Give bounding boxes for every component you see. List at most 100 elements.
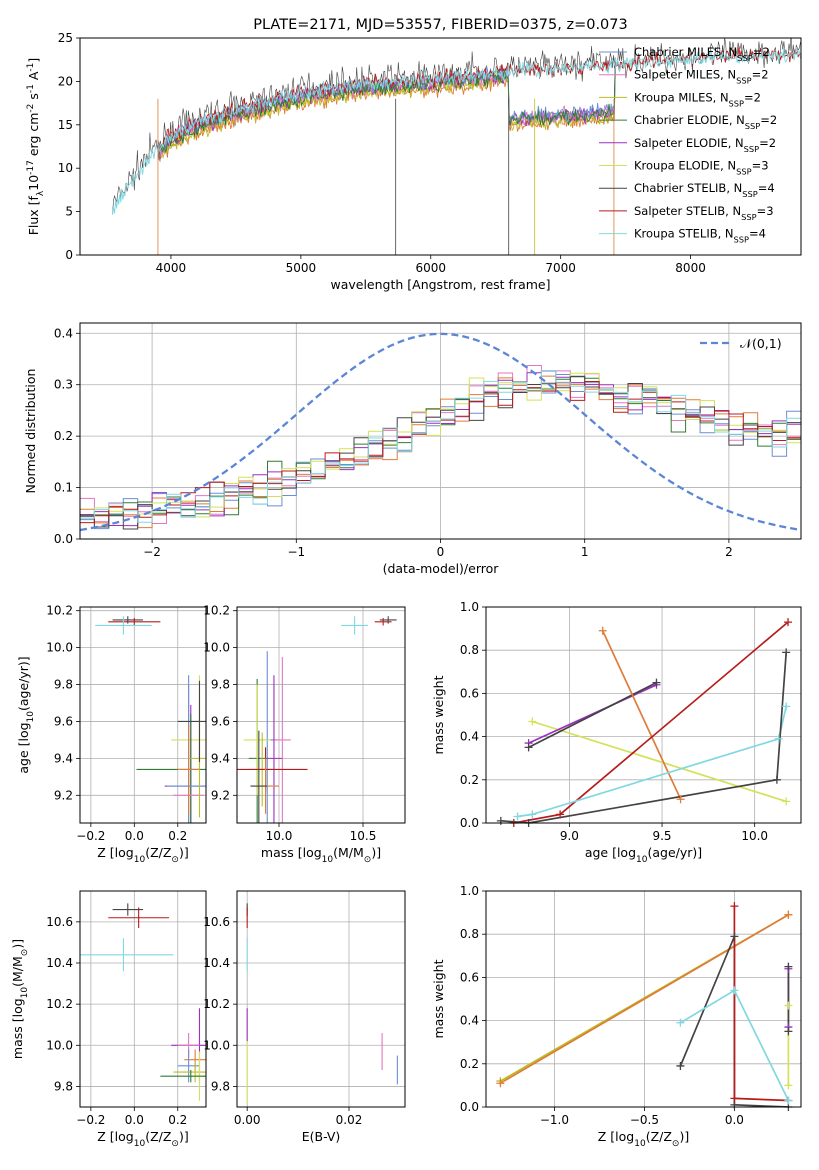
label-fragment: 0.1 bbox=[54, 481, 73, 495]
label-fragment: 10 bbox=[134, 1139, 146, 1149]
x-axis-label: wavelength [Angstrom, rest frame] bbox=[330, 277, 550, 292]
data-point-kroupa_stelib bbox=[676, 1018, 685, 1027]
y-axis-label: age [log10(age/yr)] bbox=[16, 656, 36, 773]
label-fragment: −0.2 bbox=[76, 1113, 105, 1127]
y-tick-label: 1.0 bbox=[460, 600, 479, 614]
label-fragment: Kroupa STELIB, N bbox=[634, 227, 734, 241]
label-fragment: =2 bbox=[753, 45, 770, 59]
label-fragment: E(B-V) bbox=[302, 1129, 341, 1144]
label-fragment: 1.0 bbox=[460, 600, 479, 614]
label-fragment: −0.5 bbox=[630, 1113, 659, 1127]
plot-area-0 bbox=[112, 38, 801, 255]
label-fragment: mass [log bbox=[10, 998, 25, 1059]
label-fragment: 20 bbox=[58, 74, 73, 88]
y-tick-label: 10.2 bbox=[46, 604, 73, 618]
x-tick-label: −0.5 bbox=[630, 1113, 659, 1127]
y-tick-label: 10.2 bbox=[203, 997, 230, 1011]
x-tick-label: −2 bbox=[143, 545, 161, 559]
x-tick-label: 10.5 bbox=[350, 829, 377, 843]
label-fragment: mass weight bbox=[431, 959, 446, 1038]
axes-frame bbox=[485, 606, 802, 824]
label-fragment: 10 bbox=[634, 1139, 646, 1149]
label-fragment: 7000 bbox=[545, 261, 576, 275]
label-fragment: 15 bbox=[58, 118, 73, 132]
label-fragment: 1.0 bbox=[460, 884, 479, 898]
label-fragment: SSP bbox=[741, 212, 756, 222]
label-fragment: ⊙ bbox=[672, 1139, 680, 1149]
x-tick-label: −0.2 bbox=[76, 1113, 105, 1127]
label-fragment: )] bbox=[371, 845, 381, 860]
label-fragment: =2 bbox=[760, 113, 777, 127]
label-fragment: 0.4 bbox=[460, 1014, 479, 1028]
axes-frame bbox=[485, 890, 802, 1108]
data-point-chabrier_stelib bbox=[772, 775, 781, 784]
data-point-orange bbox=[784, 910, 793, 919]
y-tick-label: 10.0 bbox=[203, 641, 230, 655]
label-fragment: ⊙ bbox=[171, 855, 179, 865]
y-tick-label: 9.8 bbox=[211, 678, 230, 692]
label-fragment: 0.02 bbox=[336, 1113, 363, 1127]
label-fragment: Salpeter ELODIE, N bbox=[634, 136, 744, 150]
label-fragment: 9.6 bbox=[211, 714, 230, 728]
label-fragment: (age/yr)] bbox=[16, 656, 31, 711]
series-line-kroupa_elodie bbox=[532, 720, 787, 803]
label-fragment: 9.8 bbox=[211, 678, 230, 692]
label-fragment: 10 bbox=[322, 855, 334, 865]
label-fragment: 10.2 bbox=[203, 604, 230, 618]
data-point-kroupa_stelib bbox=[730, 986, 739, 995]
label-fragment: =4 bbox=[758, 181, 775, 195]
label-fragment: 0 bbox=[65, 248, 73, 262]
label-fragment: −1 bbox=[287, 545, 305, 559]
legend-label: Salpeter MILES, NSSP=2 bbox=[634, 68, 769, 86]
x-axis-label: E(B-V) bbox=[302, 1129, 341, 1144]
legend-label: Salpeter ELODIE, NSSP=2 bbox=[634, 136, 776, 154]
y-tick-label: 0.2 bbox=[54, 429, 73, 443]
legend-label: Kroupa STELIB, NSSP=4 bbox=[634, 227, 766, 245]
label-fragment: ⊙ bbox=[364, 855, 372, 865]
label-fragment: (Z/Z bbox=[145, 845, 171, 860]
histogram-step-orange bbox=[80, 375, 801, 529]
data-point-chabrier_stelib bbox=[676, 1061, 685, 1070]
x-tick-label: 0.2 bbox=[168, 1113, 187, 1127]
label-fragment: 0.0 bbox=[125, 1113, 144, 1127]
data-point-chabrier_stelib bbox=[782, 648, 791, 657]
legend-label: Salpeter STELIB, NSSP=3 bbox=[634, 204, 774, 222]
series-line-salpeter_stelib bbox=[513, 621, 789, 823]
label-fragment: 0.0 bbox=[54, 532, 73, 546]
label-fragment: 0.0 bbox=[460, 1100, 479, 1114]
label-fragment: 9.8 bbox=[54, 678, 73, 692]
y-tick-label: 0.0 bbox=[460, 816, 479, 830]
series-line-orange bbox=[601, 630, 682, 800]
data-point-kroupa_elodie bbox=[784, 1001, 793, 1010]
y-tick-label: 9.8 bbox=[211, 1079, 230, 1093]
label-fragment: 9.5 bbox=[652, 829, 671, 843]
y-tick-label: 20 bbox=[58, 74, 73, 88]
label-fragment: −0.2 bbox=[76, 829, 105, 843]
label-fragment: 9.2 bbox=[54, 788, 73, 802]
label-fragment: 9.6 bbox=[54, 714, 73, 728]
label-fragment: )] bbox=[10, 939, 25, 949]
label-fragment: mass weight bbox=[431, 675, 446, 754]
label-fragment: 0.6 bbox=[460, 970, 479, 984]
data-point-salpeter_stelib bbox=[730, 1094, 739, 1103]
y-tick-label: 0.8 bbox=[460, 643, 479, 657]
label-fragment: PLATE=2171, MJD=53557, FIBERID=0375, z=0… bbox=[253, 17, 627, 33]
label-fragment: 10 bbox=[134, 855, 146, 865]
series-line-chabrier_stelib bbox=[500, 652, 788, 823]
label-fragment: )] bbox=[179, 1129, 189, 1144]
label-fragment: )] bbox=[179, 845, 189, 860]
label-fragment: Chabrier ELODIE, N bbox=[634, 113, 745, 127]
label-fragment: Salpeter MILES, N bbox=[634, 68, 736, 82]
plot-area-2 bbox=[95, 616, 206, 823]
label-fragment: Z [log bbox=[97, 1129, 133, 1144]
y-tick-label: 10 bbox=[58, 161, 73, 175]
y-tick-label: 9.8 bbox=[54, 1079, 73, 1093]
label-fragment: −2 bbox=[143, 545, 161, 559]
y-tick-label: 9.8 bbox=[54, 678, 73, 692]
y-tick-label: 0.1 bbox=[54, 481, 73, 495]
label-fragment: (M/M bbox=[333, 845, 364, 860]
data-point-orange bbox=[598, 626, 607, 635]
label-fragment: 10.0 bbox=[203, 641, 230, 655]
data-point-kroupa_elodie bbox=[782, 797, 791, 806]
label-fragment: A bbox=[26, 71, 41, 84]
